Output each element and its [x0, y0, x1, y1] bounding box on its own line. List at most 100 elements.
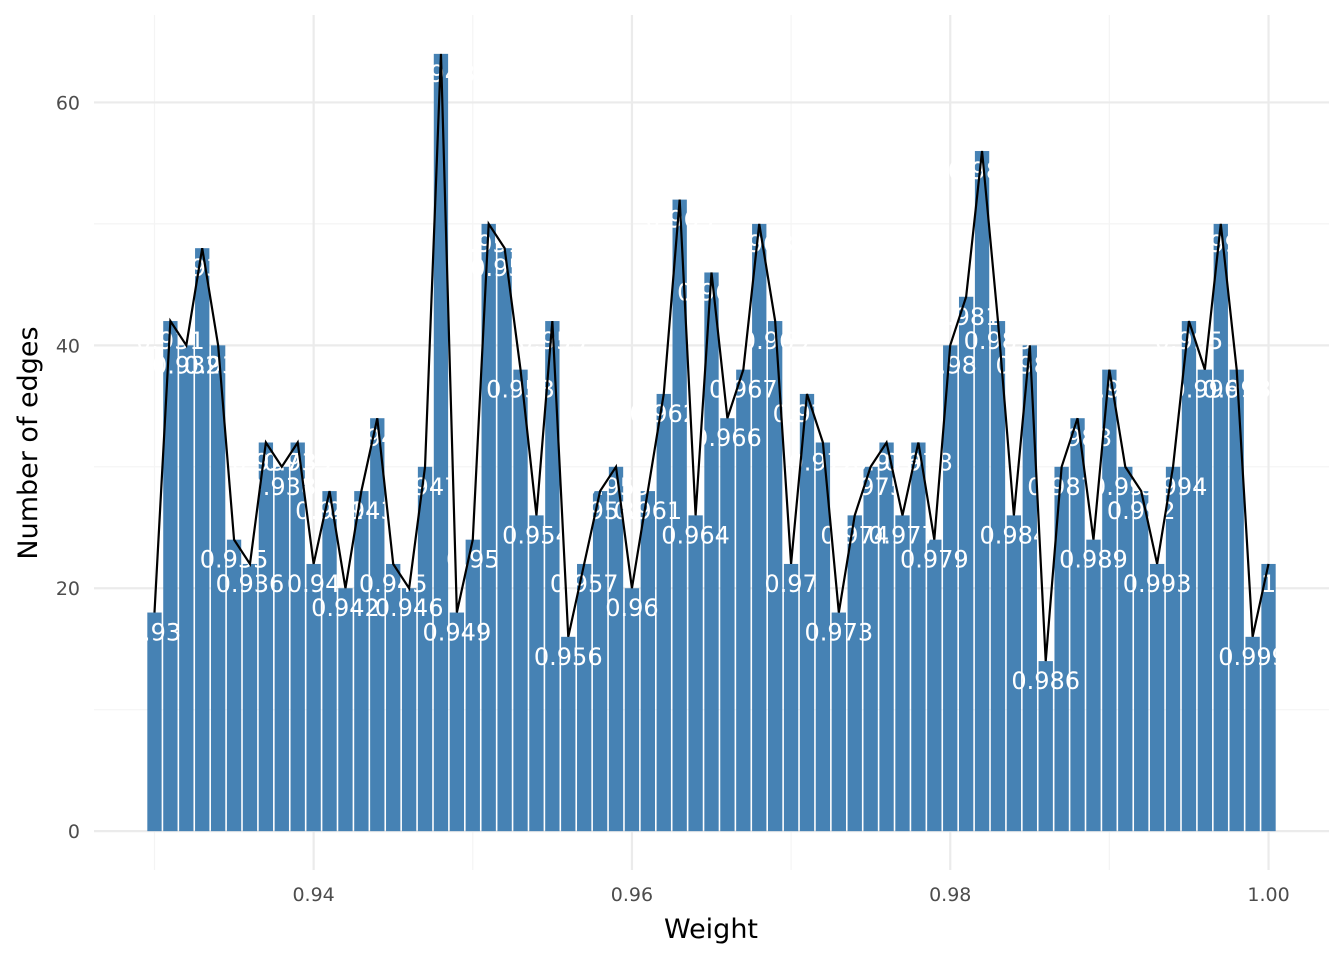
- bar: [1149, 563, 1165, 832]
- bar-label: 0.964: [661, 521, 730, 549]
- bar-label: 0.939: [263, 449, 332, 477]
- bar: [370, 418, 385, 832]
- bar-label: 0.942: [311, 594, 380, 622]
- bar: [561, 636, 576, 832]
- bar: [513, 369, 528, 832]
- bar-label: 0.945: [359, 570, 428, 598]
- x-tick-label: 1.00: [1247, 884, 1289, 906]
- bar-label: 0.988: [1043, 424, 1112, 452]
- bar-label: 0.936: [216, 570, 285, 598]
- bar: [226, 539, 242, 832]
- bar: [592, 491, 608, 832]
- bar: [1134, 491, 1149, 832]
- bar: [688, 515, 703, 832]
- bar: [1118, 466, 1133, 832]
- y-axis-title: Number of edges: [13, 326, 44, 559]
- bar: [783, 563, 799, 832]
- bar: [1245, 636, 1260, 832]
- bar: [401, 588, 417, 832]
- bar: [1038, 661, 1053, 832]
- bar-label: 0.943: [327, 497, 396, 525]
- bar: [672, 199, 687, 832]
- trend-line-group: [153, 53, 1270, 662]
- bar-label: 0.952: [470, 254, 539, 282]
- x-axis-title: Weight: [664, 914, 758, 945]
- bar: [465, 539, 480, 832]
- bar-label: 0.957: [550, 570, 619, 598]
- bar: [433, 53, 449, 832]
- bars: [147, 53, 1276, 832]
- x-tick-label: 0.96: [611, 884, 653, 906]
- bar-label: 0.935: [200, 546, 269, 574]
- bar: [1102, 369, 1117, 832]
- bar: [354, 491, 369, 832]
- bar-label: 0.932: [152, 351, 221, 379]
- trend-line: [153, 53, 1270, 662]
- bar: [847, 515, 862, 832]
- bar-label: 0.977: [868, 521, 937, 549]
- bar-label: 0.956: [534, 643, 603, 671]
- bar: [481, 223, 496, 832]
- bar: [577, 563, 592, 832]
- bar-label: 0.995: [1155, 327, 1224, 355]
- bar-label: 0.994: [1139, 473, 1208, 501]
- bar-label: 0.961: [613, 497, 682, 525]
- bar: [1054, 466, 1069, 832]
- bar-label: 0.954: [502, 521, 571, 549]
- bar: [608, 466, 624, 832]
- bar: [322, 491, 337, 832]
- bar: [386, 563, 401, 832]
- bar: [306, 563, 321, 832]
- bar-label: 0.999: [1218, 643, 1287, 671]
- bar-label: 0.959: [582, 473, 651, 501]
- bar: [258, 442, 274, 832]
- bar: [752, 223, 767, 832]
- bar: [624, 588, 640, 832]
- bar: [640, 491, 656, 832]
- bar: [545, 321, 560, 832]
- bar: [1022, 345, 1037, 832]
- bar: [799, 393, 815, 832]
- bar: [242, 563, 258, 832]
- bar: [529, 515, 544, 832]
- bar: [895, 515, 910, 832]
- bar: [195, 248, 210, 832]
- bar: [449, 612, 465, 832]
- bar: [704, 272, 719, 832]
- bar-label: 0.933: [168, 254, 237, 282]
- bar-label: 0.94: [287, 570, 340, 598]
- bar-label: 0.986: [1011, 667, 1080, 695]
- bar: [958, 296, 974, 832]
- bar: [767, 321, 783, 832]
- bar: [210, 345, 226, 832]
- bar: [831, 612, 846, 832]
- bar: [1213, 223, 1228, 832]
- bar-label: 0.981: [932, 303, 1001, 331]
- bar: [990, 321, 1006, 832]
- bar: [720, 418, 735, 832]
- bar-label: 0.976: [852, 449, 921, 477]
- x-tick-label: 0.94: [292, 884, 334, 906]
- bar: [927, 539, 942, 832]
- bar: [943, 345, 958, 832]
- bar-label: 0.949: [423, 619, 492, 647]
- axis-ticks: 0.94 0.96 0.98 1.00 0 20 40 60: [56, 92, 1290, 906]
- x-tick-label: 0.98: [929, 884, 971, 906]
- y-tick-label: 40: [56, 335, 80, 357]
- bar: [290, 442, 305, 832]
- bar-label: 0.937: [232, 449, 301, 477]
- bar: [656, 393, 671, 832]
- bar: [338, 588, 353, 832]
- bar: [879, 442, 894, 832]
- bar: [147, 612, 162, 832]
- bar-label: 0.984: [980, 521, 1049, 549]
- bar: [179, 345, 194, 832]
- bar: [417, 466, 433, 832]
- bar: [1181, 321, 1197, 832]
- bar-label: 0.962: [629, 400, 698, 428]
- bar-label: 0.967: [709, 376, 778, 404]
- bar: [1086, 539, 1101, 832]
- bar: [1006, 515, 1022, 832]
- y-tick-label: 0: [68, 821, 80, 843]
